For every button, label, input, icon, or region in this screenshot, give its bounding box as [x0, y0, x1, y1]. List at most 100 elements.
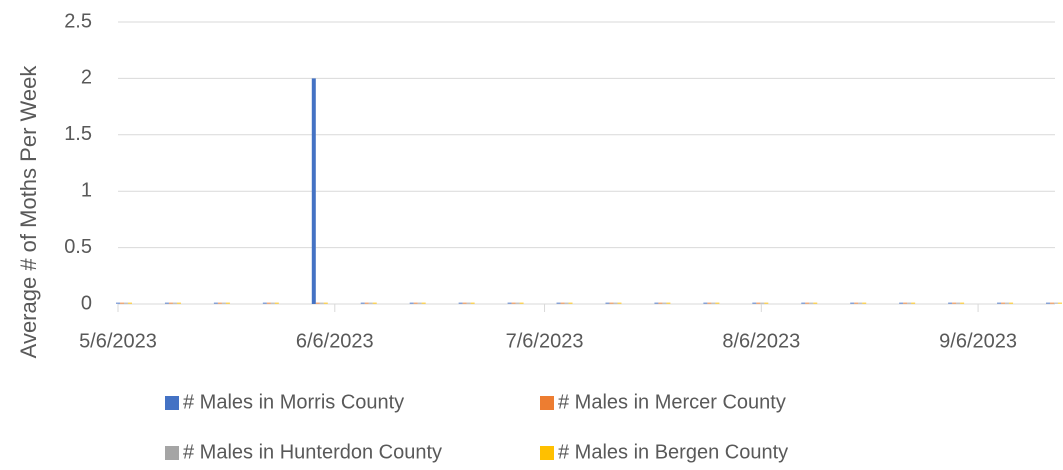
- bar: [613, 302, 618, 304]
- bar: [372, 302, 377, 304]
- bar: [711, 302, 716, 304]
- bar: [311, 78, 316, 305]
- y-tick-label: 2.5: [64, 10, 92, 32]
- bar: [752, 302, 757, 304]
- bar: [564, 302, 569, 304]
- bar: [862, 302, 867, 304]
- bar: [609, 302, 614, 304]
- bar: [315, 302, 320, 304]
- bar: [364, 302, 369, 304]
- bar: [654, 302, 659, 304]
- bar: [907, 302, 912, 304]
- bar: [662, 302, 667, 304]
- bar: [858, 302, 863, 304]
- legend-swatch: [540, 396, 554, 410]
- x-tick-label: 5/6/2023: [79, 330, 157, 352]
- bar: [666, 302, 671, 304]
- bar: [128, 302, 132, 304]
- bar: [715, 302, 720, 304]
- bar: [120, 302, 124, 304]
- bar: [217, 302, 222, 304]
- x-tick-label: 9/6/2023: [939, 330, 1017, 352]
- bar: [556, 302, 561, 304]
- bar: [519, 302, 524, 304]
- bar: [854, 302, 859, 304]
- bar: [760, 302, 765, 304]
- bar: [1058, 302, 1063, 304]
- bar: [850, 302, 855, 304]
- bar: [801, 302, 806, 304]
- bar: [703, 302, 708, 304]
- bar: [1054, 302, 1059, 304]
- bar: [421, 302, 426, 304]
- bar: [116, 302, 120, 304]
- bar: [213, 302, 218, 304]
- legend-swatch: [165, 446, 179, 460]
- bar: [360, 302, 365, 304]
- bar: [319, 302, 324, 304]
- bar: [262, 302, 267, 304]
- bar: [225, 302, 230, 304]
- bar: [997, 302, 1002, 304]
- bar: [470, 302, 475, 304]
- bar: [568, 302, 573, 304]
- x-tick-label: 7/6/2023: [506, 330, 584, 352]
- y-tick-label: 0: [81, 292, 92, 314]
- y-tick-label: 0.5: [64, 236, 92, 258]
- bar: [903, 302, 908, 304]
- bar: [221, 302, 226, 304]
- bar: [266, 302, 271, 304]
- bar: [1005, 302, 1010, 304]
- bar: [466, 302, 471, 304]
- bar: [507, 302, 512, 304]
- y-tick-label: 2: [81, 67, 92, 89]
- bar: [1050, 302, 1055, 304]
- legend-swatch: [540, 446, 554, 460]
- legend-label: # Males in Mercer County: [558, 391, 786, 413]
- bar: [274, 302, 279, 304]
- y-tick-label: 1.5: [64, 123, 92, 145]
- bar: [617, 302, 622, 304]
- x-tick-label: 6/6/2023: [296, 330, 374, 352]
- y-axis-label: Average # of Moths Per Week: [16, 65, 41, 359]
- bar: [1009, 302, 1014, 304]
- bar: [164, 302, 169, 304]
- legend-label: # Males in Bergen County: [558, 441, 788, 463]
- bar: [756, 302, 761, 304]
- bar: [413, 302, 418, 304]
- legend-swatch: [165, 396, 179, 410]
- bar: [813, 302, 818, 304]
- bar: [764, 302, 769, 304]
- bar: [323, 302, 328, 304]
- legend-label: # Males in Morris County: [183, 391, 404, 413]
- bar: [960, 302, 965, 304]
- bar: [176, 302, 181, 304]
- bar: [899, 302, 904, 304]
- bar: [956, 302, 961, 304]
- bar: [462, 302, 467, 304]
- bar: [124, 302, 128, 304]
- bar: [458, 302, 463, 304]
- bar: [658, 302, 663, 304]
- bar: [511, 302, 516, 304]
- bar: [948, 302, 953, 304]
- x-tick-label: 8/6/2023: [722, 330, 800, 352]
- bar: [172, 302, 177, 304]
- bar: [805, 302, 810, 304]
- bar: [560, 302, 565, 304]
- bar: [809, 302, 814, 304]
- y-tick-label: 1: [81, 179, 92, 201]
- bar: [605, 302, 610, 304]
- bar: [368, 302, 373, 304]
- bar: [270, 302, 275, 304]
- bar: [952, 302, 957, 304]
- bar: [417, 302, 422, 304]
- bar: [168, 302, 173, 304]
- bar: [1046, 302, 1051, 304]
- bar: [515, 302, 520, 304]
- legend-label: # Males in Hunterdon County: [183, 441, 442, 463]
- bar: [409, 302, 414, 304]
- bar: [1001, 302, 1006, 304]
- bar: [707, 302, 712, 304]
